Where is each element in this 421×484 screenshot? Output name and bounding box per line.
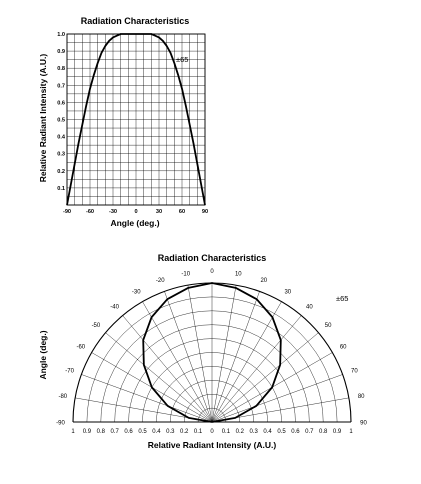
x-tick-label: -90 <box>63 209 71 215</box>
y-tick-label: 0.8 <box>57 66 65 72</box>
radius-tick-label: 0.4 <box>263 429 272 435</box>
angle-tick-label: 0 <box>210 269 214 275</box>
grid-spoke <box>164 291 213 423</box>
angle-tick-label: -70 <box>65 369 74 375</box>
y-tick-label: 0.7 <box>57 83 65 89</box>
angle-tick-label: -20 <box>156 278 165 284</box>
grid-spoke <box>122 315 213 423</box>
y-tick-label: 0.6 <box>57 100 65 106</box>
angle-tick-label: -40 <box>110 304 119 310</box>
x-tick-label: -60 <box>86 209 94 215</box>
series-line <box>142 282 282 423</box>
grid-spoke <box>187 285 213 423</box>
angle-tick-label: 80 <box>358 394 365 400</box>
radius-tick-label: 0.5 <box>138 429 147 435</box>
grid-spoke <box>211 291 260 423</box>
y-tick-label: 0.9 <box>57 49 65 55</box>
chart-title: Radiation Characteristics <box>158 253 267 263</box>
radius-tick-label: 0.4 <box>152 429 161 435</box>
angle-tick-label: -10 <box>181 271 190 277</box>
angle-tick-label: 30 <box>284 289 291 295</box>
radius-tick-label: 0.2 <box>236 429 245 435</box>
radius-tick-label: 1 <box>71 429 75 435</box>
y-tick-label: 1.0 <box>57 32 65 38</box>
radius-tick-label: 0.6 <box>291 429 300 435</box>
angle-tick-label: 10 <box>235 271 242 277</box>
grid-spoke <box>211 285 237 423</box>
polar-chart: Radiation Characteristics Relative Radia… <box>38 253 367 450</box>
x-tick-label: 0 <box>134 209 137 215</box>
y-tick-label: 0.3 <box>57 152 65 158</box>
x-axis-label: Relative Radiant Intensity (A.U.) <box>148 440 277 450</box>
radius-tick-label: 0.3 <box>166 429 175 435</box>
chart-title: Radiation Characteristics <box>81 16 190 26</box>
angle-tick-label: 50 <box>325 323 332 329</box>
grid-spoke <box>142 301 213 423</box>
radius-tick-label: 0.8 <box>319 429 328 435</box>
grid-spoke <box>211 332 319 423</box>
grid-spoke <box>211 315 302 423</box>
angle-tick-label: 90 <box>360 421 367 427</box>
grid <box>66 33 206 206</box>
angle-tick-label: -30 <box>132 289 141 295</box>
radius-tick-label: 0.1 <box>194 429 203 435</box>
grid-spoke <box>211 301 282 423</box>
series-line <box>66 33 206 206</box>
angle-tick-label: -50 <box>92 323 101 329</box>
radius-tick-label: 0.9 <box>83 429 92 435</box>
x-tick-label: 30 <box>156 209 162 215</box>
y-axis-label: Angle (deg.) <box>38 330 48 379</box>
grid-spoke <box>105 332 213 423</box>
grid-spoke <box>211 374 343 423</box>
angle-tick-label: 70 <box>351 369 358 375</box>
radius-tick-label: 0.7 <box>305 429 314 435</box>
x-tick-label: 90 <box>202 209 208 215</box>
y-tick-label: 0.2 <box>57 169 65 175</box>
radius-tick-label: 0.7 <box>111 429 120 435</box>
angle-tick-label: 40 <box>306 304 313 310</box>
radius-tick-label: 0.8 <box>97 429 106 435</box>
y-tick-label: 0.5 <box>57 118 65 124</box>
angle-tick-label: -60 <box>76 345 85 351</box>
angle-annotation: ±65 <box>336 294 348 303</box>
angle-tick-label: -80 <box>58 394 67 400</box>
angle-tick-label: 60 <box>340 345 347 351</box>
grid-spoke <box>81 374 213 423</box>
x-tick-label: -30 <box>109 209 117 215</box>
x-axis-label: Angle (deg.) <box>110 218 159 228</box>
radius-tick-label: 0.5 <box>277 429 286 435</box>
radius-tick-label: 0.6 <box>124 429 133 435</box>
angle-tick-label: 20 <box>260 278 267 284</box>
radius-tick-label: 1 <box>349 429 353 435</box>
angle-tick-label: -90 <box>56 421 65 427</box>
y-tick-label: 0.4 <box>57 135 66 141</box>
radius-tick-label: 0.9 <box>333 429 342 435</box>
radius-tick-label: 0 <box>210 429 214 435</box>
radius-tick-label: 0.1 <box>222 429 231 435</box>
y-axis-label: Relative Radiant Intensity (A.U.) <box>38 54 48 183</box>
y-tick-label: 0.1 <box>57 186 65 192</box>
radius-tick-label: 0.2 <box>180 429 189 435</box>
radius-tick-label: 0.3 <box>250 429 259 435</box>
cartesian-chart: Radiation Characteristics Angle (deg.) R… <box>38 16 208 228</box>
x-tick-label: 60 <box>179 209 185 215</box>
